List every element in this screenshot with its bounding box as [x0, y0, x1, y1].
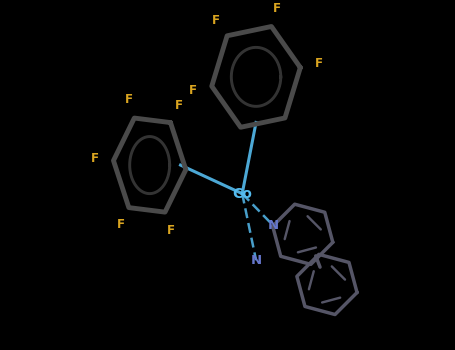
Text: F: F — [212, 14, 220, 27]
Text: F: F — [315, 57, 323, 70]
Text: F: F — [189, 84, 197, 97]
Text: Co: Co — [232, 187, 252, 201]
Text: F: F — [116, 218, 125, 231]
Text: F: F — [273, 2, 281, 15]
Text: F: F — [91, 152, 99, 165]
Text: F: F — [175, 99, 183, 112]
Text: N: N — [251, 254, 262, 267]
Text: F: F — [167, 224, 175, 237]
Text: N: N — [268, 219, 279, 232]
Text: F: F — [124, 93, 132, 106]
